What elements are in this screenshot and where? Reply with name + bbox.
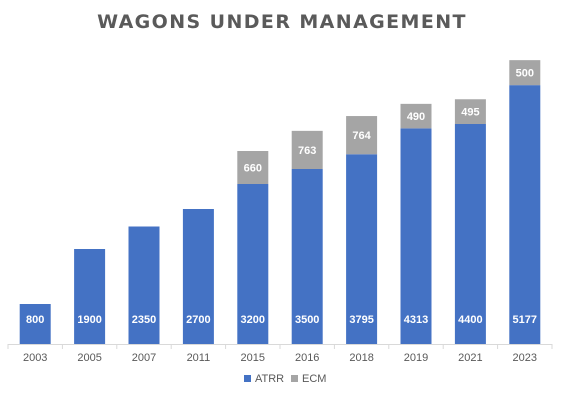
bar-atrr-2023 [509, 85, 541, 345]
bar-atrr-2018 [346, 154, 378, 344]
data-label-atrr-2007: 2350 [132, 314, 156, 326]
data-label-atrr-2015: 3200 [241, 314, 265, 326]
data-label-atrr-2011: 2700 [186, 314, 210, 326]
data-label-atrr-2018: 3795 [349, 314, 373, 326]
bar-atrr-2007 [128, 226, 160, 344]
x-tick-label-2021: 2021 [458, 352, 482, 364]
legend-label-ecm: ECM [302, 373, 326, 385]
legend-label-atrr: ATRR [255, 373, 284, 385]
bar-atrr-2021 [454, 124, 486, 344]
bar-ecm-2016 [291, 130, 323, 169]
bar-atrr-2016 [291, 169, 323, 344]
data-label-atrr-2021: 4400 [458, 314, 482, 326]
bar-ecm-2018 [346, 116, 378, 155]
data-label-atrr-2003: 800 [26, 314, 44, 326]
data-label-atrr-2016: 3500 [295, 314, 319, 326]
bar-atrr-2005 [74, 249, 106, 344]
x-tick-label-2007: 2007 [132, 352, 156, 364]
bar-atrr-2003 [19, 304, 51, 344]
bar-atrr-2015 [237, 184, 269, 344]
data-label-atrr-2005: 1900 [77, 314, 101, 326]
data-label-atrr-2023: 5177 [513, 314, 537, 326]
legend-swatch-atrr [244, 375, 251, 382]
x-tick-label-2011: 2011 [187, 352, 211, 364]
legend-swatch-ecm [291, 375, 298, 382]
data-label-ecm-2021: 495 [461, 107, 479, 119]
bar-atrr-2011 [182, 209, 214, 344]
x-tick-label-2019: 2019 [404, 352, 428, 364]
data-label-ecm-2018: 764 [352, 130, 371, 142]
x-tick-label-2018: 2018 [349, 352, 373, 364]
bar-ecm-2019 [400, 103, 432, 129]
x-tick-label-2016: 2016 [295, 352, 319, 364]
bar-ecm-2023 [509, 60, 541, 86]
x-tick-label-2023: 2023 [513, 352, 537, 364]
x-tick-label-2005: 2005 [77, 352, 101, 364]
data-label-ecm-2023: 500 [516, 68, 534, 80]
data-label-ecm-2016: 763 [298, 145, 316, 157]
bar-atrr-2019 [400, 128, 432, 344]
bar-ecm-2015 [237, 151, 269, 184]
x-tick-label-2015: 2015 [241, 352, 265, 364]
data-label-ecm-2019: 490 [407, 111, 425, 123]
x-tick-label-2003: 2003 [23, 352, 47, 364]
data-label-ecm-2015: 660 [244, 163, 262, 175]
data-label-atrr-2019: 4313 [404, 314, 428, 326]
chart-title: WAGONS UNDER MANAGEMENT [97, 11, 467, 33]
bar-ecm-2021 [454, 99, 486, 124]
